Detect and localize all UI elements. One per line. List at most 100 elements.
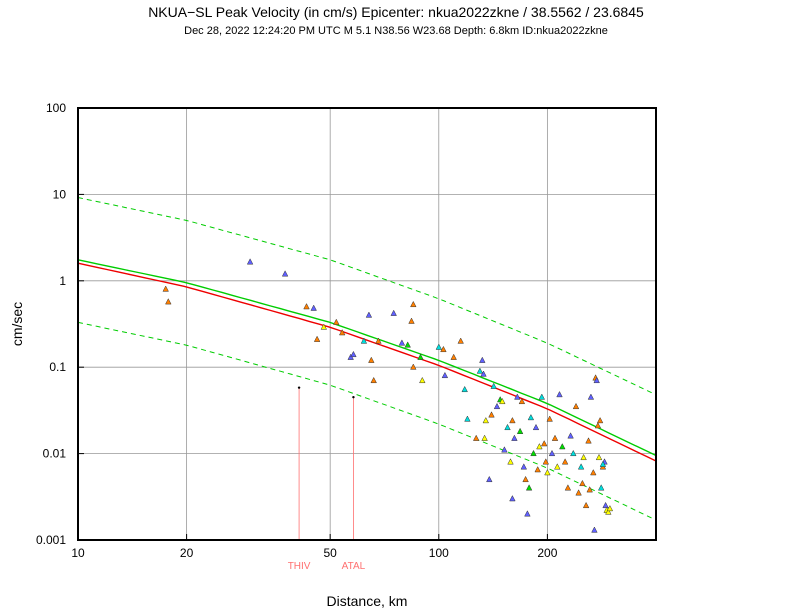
data-point [370, 376, 377, 384]
data-point [410, 363, 417, 370]
data-point [499, 397, 506, 405]
y-tick-label: 0.01 [43, 447, 67, 461]
data-point [457, 337, 464, 344]
data-point [479, 356, 486, 363]
grid-lines [77, 107, 656, 541]
data-point [464, 415, 471, 422]
data-point [546, 415, 553, 422]
data-point [575, 489, 582, 496]
data-point [501, 446, 508, 453]
data-point [486, 475, 493, 483]
data-point [303, 303, 310, 310]
data-point [450, 353, 457, 360]
data-point [570, 449, 577, 457]
data-point [538, 393, 546, 400]
data-point [586, 486, 593, 493]
data-point [507, 458, 514, 465]
data-point [368, 356, 375, 363]
data-point [599, 460, 607, 467]
x-tick-label: 20 [180, 546, 194, 560]
data-point [518, 397, 526, 405]
data-point [561, 458, 569, 465]
data-point [481, 434, 488, 441]
data-point [472, 434, 480, 441]
data-point [595, 453, 603, 461]
data-point [536, 443, 543, 450]
curve-red-median [77, 262, 657, 462]
data-point [360, 337, 368, 344]
data-point [585, 437, 592, 444]
data-point [564, 484, 572, 491]
data-point [410, 300, 417, 308]
data-point [580, 453, 587, 461]
data-point [582, 501, 590, 509]
data-point [606, 504, 614, 512]
data-point [572, 402, 580, 410]
data-point [554, 463, 561, 470]
data-point [375, 337, 382, 344]
y-tick-label: 1 [59, 274, 66, 288]
data-points [162, 258, 614, 533]
data-point [493, 402, 501, 410]
data-point [577, 463, 585, 470]
x-tick-label: 10 [71, 546, 85, 560]
data-point [532, 423, 540, 431]
data-point [398, 339, 406, 346]
data-point [597, 484, 605, 491]
x-tick-label: 50 [323, 546, 337, 560]
data-point [417, 353, 424, 360]
data-point [246, 258, 254, 265]
y-tick-label: 10 [53, 187, 67, 201]
data-point [544, 469, 551, 476]
station-label: ATAL [342, 561, 366, 572]
station-label: THIV [288, 561, 311, 572]
data-point [594, 422, 602, 429]
data-point [522, 475, 529, 483]
data-point [333, 318, 340, 325]
data-point [556, 390, 563, 398]
data-point [488, 411, 495, 418]
data-point [320, 323, 328, 330]
plot-frame [77, 107, 657, 541]
data-point [590, 469, 597, 476]
y-tick-label: 100 [46, 101, 66, 115]
data-point [540, 440, 548, 447]
x-tick-label: 200 [537, 546, 557, 560]
data-point [511, 434, 518, 441]
chart-subtitle: Dec 28, 2022 12:24:20 PM UTC M 5.1 N38.5… [184, 25, 608, 37]
curve-green-median [77, 259, 657, 457]
data-point [419, 376, 426, 384]
x-tick-label: 100 [429, 546, 449, 560]
data-point [162, 285, 169, 292]
y-tick-label: 0.1 [49, 360, 66, 374]
data-point [509, 416, 516, 424]
station-point [297, 386, 301, 389]
data-point [527, 413, 535, 421]
data-point [310, 304, 317, 311]
data-point [524, 510, 531, 517]
data-point [542, 458, 550, 465]
data-point [548, 449, 556, 457]
x-axis-label: Distance, km [327, 593, 408, 609]
data-point [602, 501, 609, 509]
data-point [525, 484, 533, 491]
data-point [365, 311, 373, 318]
data-point [441, 371, 449, 379]
data-point [281, 270, 289, 277]
data-point [567, 432, 574, 439]
data-point [313, 335, 321, 342]
data-point [390, 309, 397, 316]
data-point [520, 463, 528, 470]
attenuation-curves [77, 197, 657, 521]
data-point [530, 449, 537, 457]
data-point [559, 443, 566, 450]
data-point [404, 341, 411, 348]
data-point [579, 479, 586, 487]
data-point [551, 434, 559, 441]
data-point [587, 393, 595, 400]
data-point [435, 343, 443, 350]
data-point [480, 370, 487, 377]
data-point [514, 393, 521, 400]
curve-upper-bound [77, 197, 657, 396]
